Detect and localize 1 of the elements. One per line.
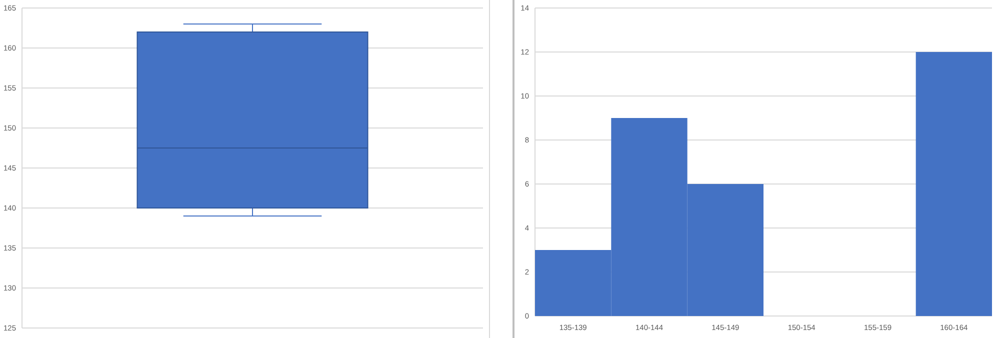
bar xyxy=(916,52,992,316)
